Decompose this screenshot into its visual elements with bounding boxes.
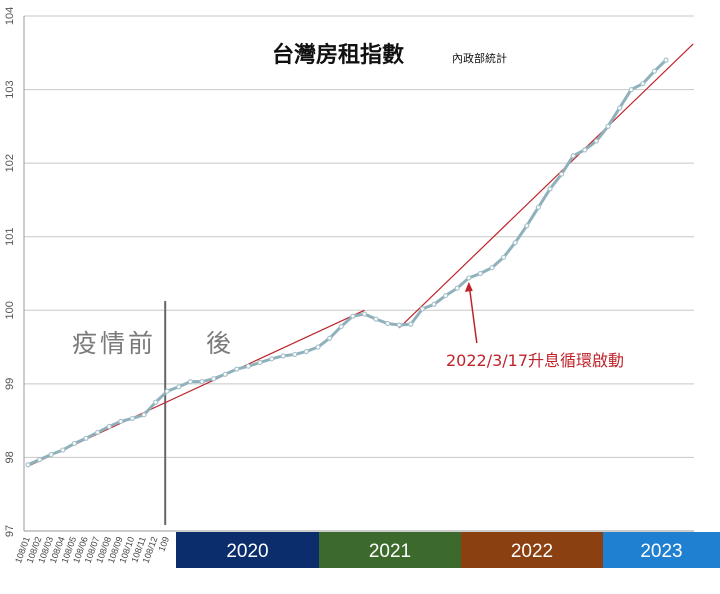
- data-point-109-09: [257, 359, 263, 366]
- data-point-111-10: [547, 186, 553, 192]
- phase-label-before: 疫情前: [72, 329, 156, 358]
- data-point-108-01: [25, 462, 31, 468]
- y-tick-99: 99: [4, 378, 16, 390]
- data-point-109-08: [245, 363, 251, 369]
- data-point-109-12: [292, 351, 298, 358]
- data-point-112-03: [605, 123, 611, 129]
- data-point-108-09: [118, 418, 124, 424]
- y-tick-100: 100: [4, 301, 16, 319]
- data-point-112-07: [651, 68, 658, 74]
- year-band-label-2023: 2023: [640, 541, 682, 562]
- data-point-108-04: [60, 447, 66, 453]
- data-point-111-01: [443, 292, 449, 299]
- x-tick-109: 109: [157, 535, 172, 553]
- chart-subtitle: 內政部統計: [452, 51, 507, 65]
- y-tick-102: 102: [4, 154, 16, 172]
- year-band-label-2021: 2021: [369, 541, 411, 562]
- data-point-111-05: [489, 265, 495, 271]
- data-point-112-04: [616, 105, 623, 111]
- data-point-110-10: [408, 321, 414, 327]
- data-point-111-08: [524, 223, 530, 229]
- y-tick-103: 103: [4, 80, 16, 98]
- year-band-2020: [176, 532, 319, 568]
- data-point-112-01: [582, 147, 588, 153]
- annotation-arrow: [469, 289, 478, 344]
- data-point-111-11: [558, 171, 565, 177]
- data-point-108-02: [36, 457, 43, 463]
- data-point-108-03: [48, 451, 54, 458]
- y-tick-104: 104: [4, 7, 16, 25]
- data-point-111-03: [466, 275, 472, 281]
- data-point-108-07: [94, 429, 101, 436]
- data-point-108-12: [153, 399, 159, 405]
- data-point-109-10: [269, 356, 275, 362]
- year-bands: 2020 2021 2022 2023: [176, 532, 720, 568]
- data-point-111-04: [477, 270, 483, 277]
- annotation-text: 2022/3/17升息循環啟動: [446, 351, 624, 370]
- data-point-111-06: [501, 254, 507, 260]
- data-point-110-05: [350, 313, 356, 319]
- trendline-2: [398, 43, 694, 329]
- data-point-110-06: [361, 311, 367, 317]
- data-point-110-03: [327, 335, 333, 341]
- data-point-108-06: [83, 435, 89, 441]
- data-point-112-02: [593, 138, 600, 144]
- x-tick-labels: 108/01108/02108/03108/04108/05108/06108/…: [13, 535, 171, 564]
- data-point-111-07: [512, 240, 518, 246]
- data-point-108-10: [129, 415, 135, 422]
- data-point-108-11: [141, 412, 147, 418]
- data-point-110-07: [373, 316, 379, 322]
- data-point-108-08: [106, 423, 112, 430]
- y-tick-101: 101: [4, 228, 16, 246]
- data-point-110-02: [315, 344, 321, 350]
- data-point-112-08: [663, 57, 669, 63]
- y-tick-labels: 97 98 99 100 101 102 103 104: [4, 7, 16, 537]
- year-band-2021: [319, 532, 461, 568]
- data-point-109-01: [164, 388, 170, 394]
- year-band-label-2022: 2022: [511, 541, 553, 562]
- data-point-109-07: [234, 366, 240, 372]
- data-point-111-12: [570, 153, 576, 159]
- data-point-109-02: [176, 384, 182, 390]
- data-point-112-05: [628, 86, 634, 93]
- data-point-109-11: [280, 353, 286, 359]
- data-point-109-04: [199, 379, 205, 385]
- y-tick-97: 97: [4, 525, 16, 537]
- data-point-109-03: [187, 379, 193, 385]
- data-point-108-05: [71, 440, 78, 447]
- gridlines: [24, 15, 694, 458]
- data-point-111-09: [535, 204, 542, 210]
- data-point-111-02: [454, 285, 460, 291]
- data-point-110-11: [419, 306, 425, 312]
- data-point-110-08: [385, 320, 391, 327]
- year-band-label-2020: 2020: [226, 541, 268, 562]
- data-point-109-06: [222, 371, 228, 377]
- data-point-110-09: [396, 322, 402, 328]
- phase-label-after: 後: [206, 329, 234, 358]
- data-point-110-04: [338, 323, 344, 330]
- year-band-2022: [461, 532, 603, 568]
- data-point-109-05: [211, 376, 217, 382]
- y-tick-98: 98: [4, 451, 16, 463]
- rent-index-series-points: [25, 57, 669, 468]
- year-band-2023: [603, 532, 720, 568]
- data-point-112-06: [640, 81, 646, 87]
- chart-title: 台灣房租指數: [272, 42, 404, 68]
- data-point-110-12: [431, 301, 437, 307]
- annotation-arrowhead: [464, 281, 473, 292]
- data-point-110-01: [303, 348, 309, 355]
